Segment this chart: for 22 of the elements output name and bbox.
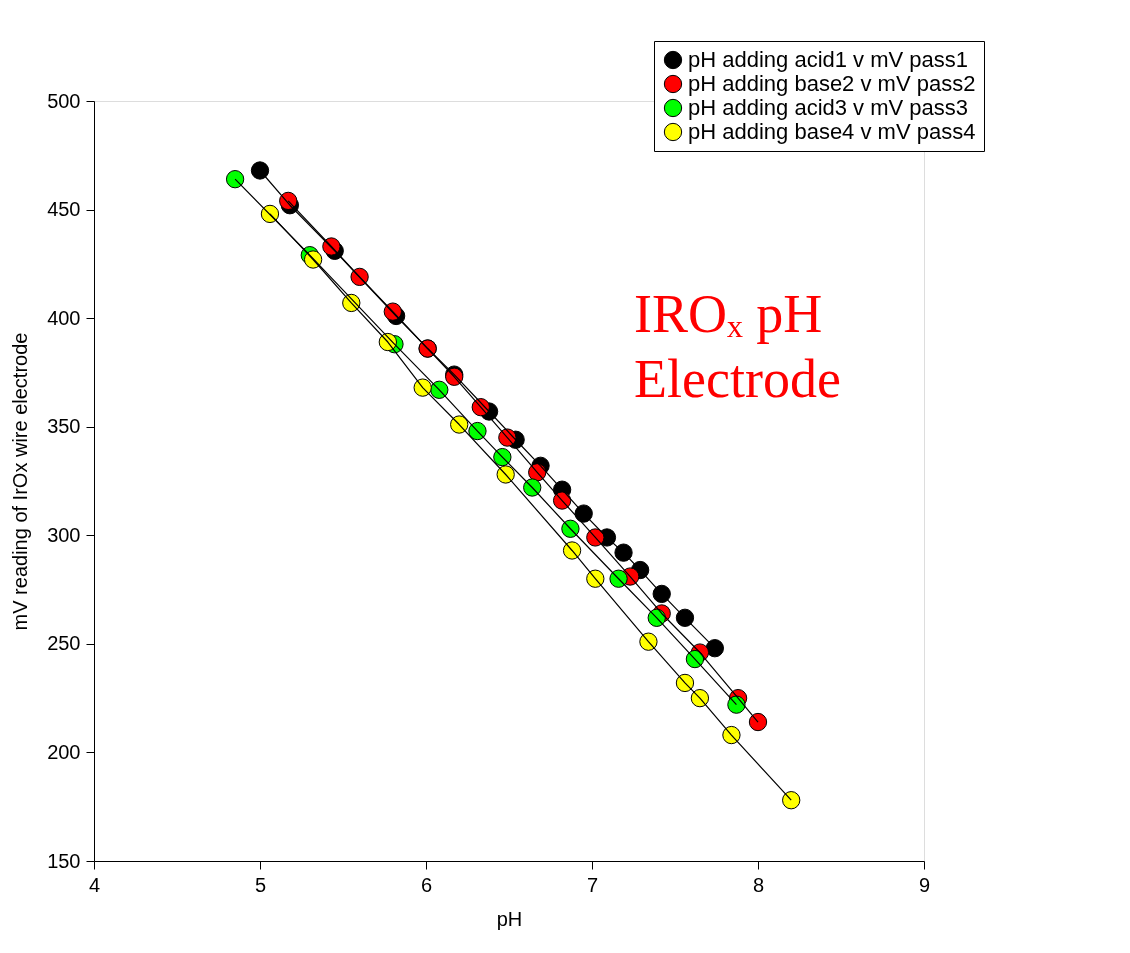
legend-label: pH adding base4 v mV pass4 <box>688 119 976 144</box>
y-axis-title: mV reading of IrOx wire electrode <box>9 332 32 631</box>
x-tick-label: 6 <box>420 873 433 896</box>
y-tick-label: 150 <box>47 849 81 872</box>
x-axis-title: pH <box>496 907 523 930</box>
legend-label: pH adding acid3 v mV pass3 <box>688 95 969 120</box>
x-tick-label: 5 <box>254 873 267 896</box>
x-tick-label: 9 <box>918 873 931 896</box>
x-tick-label: 8 <box>752 873 765 896</box>
y-tick-label: 400 <box>47 306 81 329</box>
y-tick-label: 200 <box>47 740 81 763</box>
x-tick-label: 7 <box>586 873 599 896</box>
legend-label: pH adding base2 v mV pass2 <box>688 71 976 96</box>
legend-label: pH adding acid1 v mV pass1 <box>688 47 969 72</box>
y-tick-label: 350 <box>47 415 81 438</box>
annotation: Electrode <box>634 349 841 409</box>
y-tick-label: 250 <box>47 632 81 655</box>
x-tick-label: 4 <box>88 873 101 896</box>
y-tick-label: 450 <box>47 198 81 221</box>
y-tick-label: 300 <box>47 523 81 546</box>
y-tick-label: 500 <box>47 89 81 112</box>
annotation: IROₓ pH <box>634 284 823 344</box>
